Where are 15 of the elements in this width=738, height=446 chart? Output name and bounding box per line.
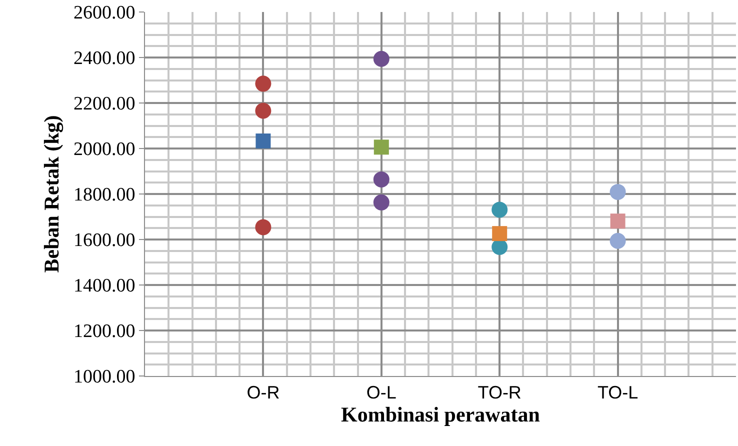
x-tick-label: TO-L — [597, 382, 638, 403]
x-tick-label: O-R — [246, 382, 280, 403]
y-tick-label: 2600.00 — [73, 2, 136, 24]
y-tick-label: 1600.00 — [73, 230, 136, 252]
y-tick-label: 1000.00 — [73, 366, 136, 388]
y-tick-label: 1200.00 — [73, 321, 136, 342]
y-tick-label: 1800.00 — [73, 184, 136, 206]
y-axis-title: Beban Retak (kg) — [40, 115, 64, 273]
y-tick-label: 2200.00 — [73, 94, 136, 115]
x-tick-label: O-L — [366, 382, 396, 403]
y-tick-label: 2400.00 — [73, 48, 136, 70]
y-tick-label: 1400.00 — [73, 276, 136, 297]
x-tick-label: TO-R — [478, 382, 522, 403]
y-tick-label: 2000.00 — [73, 139, 136, 160]
x-axis-title: Kombinasi perawatan — [341, 402, 540, 427]
